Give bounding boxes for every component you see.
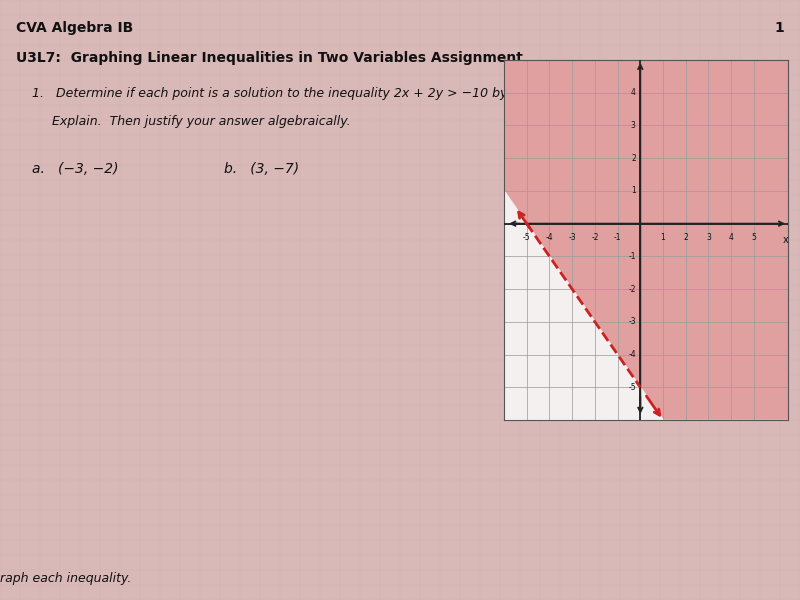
Text: -5: -5 xyxy=(523,233,530,242)
Text: -1: -1 xyxy=(628,252,636,261)
Text: -4: -4 xyxy=(546,233,554,242)
Text: -1: -1 xyxy=(614,233,622,242)
Text: Explain.  Then justify your answer algebraically.: Explain. Then justify your answer algebr… xyxy=(32,115,350,128)
Text: b.   (3, −7): b. (3, −7) xyxy=(224,162,299,176)
Text: -5: -5 xyxy=(628,383,636,392)
Text: U3L7:  Graphing Linear Inequalities in Two Variables Assignment: U3L7: Graphing Linear Inequalities in Tw… xyxy=(16,51,523,65)
Text: -2: -2 xyxy=(591,233,598,242)
Text: CVA Algebra IB: CVA Algebra IB xyxy=(16,21,134,35)
Text: 1: 1 xyxy=(774,21,784,35)
Text: -3: -3 xyxy=(568,233,576,242)
Text: raph each inequality.: raph each inequality. xyxy=(0,572,131,585)
Text: 1: 1 xyxy=(631,187,636,196)
Text: -2: -2 xyxy=(628,284,636,293)
Text: 2: 2 xyxy=(683,233,688,242)
Text: a.   (−3, −2): a. (−3, −2) xyxy=(32,162,118,176)
Text: -4: -4 xyxy=(628,350,636,359)
Text: 3: 3 xyxy=(706,233,711,242)
Text: 2: 2 xyxy=(631,154,636,163)
Text: 1.   Determine if each point is a solution to the inequality 2x + 2y > −10 by us: 1. Determine if each point is a solution… xyxy=(32,87,658,100)
Text: 4: 4 xyxy=(631,88,636,97)
Text: 5: 5 xyxy=(751,233,756,242)
Text: -3: -3 xyxy=(628,317,636,326)
Text: 3: 3 xyxy=(631,121,636,130)
Text: 4: 4 xyxy=(729,233,734,242)
Text: x: x xyxy=(783,235,789,245)
Text: 1: 1 xyxy=(661,233,666,242)
